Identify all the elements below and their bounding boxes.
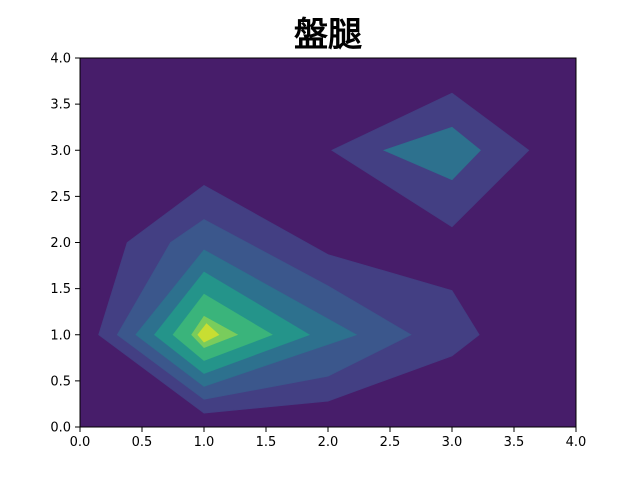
y-tick-label: 1.0 [50,328,71,343]
x-tick-label: 1.5 [256,435,277,450]
contour-level-4 [382,126,481,181]
axes: 0.0 0.5 1.0 1.5 2.0 2.5 3.0 3.5 4.0 0.0 0.5 1.0 1.5 2… [50,52,586,451]
y-tick-label: 1.5 [50,282,71,297]
y-tick-label: 2.5 [50,190,71,205]
y-tick-label: 0.0 [50,421,71,436]
x-tick-label: 0.5 [132,435,153,450]
y-tick-label: 4.0 [50,52,71,67]
x-tick-label: 1.0 [194,435,215,450]
x-tick-label: 2.0 [318,435,339,450]
plot-area [80,58,576,427]
y-tick-label: 3.5 [50,98,71,113]
y-tick-label: 0.5 [50,374,71,389]
x-tick-label: 0.0 [70,435,91,450]
x-tick-label: 4.0 [566,435,587,450]
y-tick-label: 3.0 [50,144,71,159]
y-tick-label: 2.0 [50,236,71,251]
contour-level-8 [197,323,220,343]
chart-title: 盤腿 [294,15,362,55]
x-tick-label: 3.0 [442,435,463,450]
x-tick-label: 2.5 [380,435,401,450]
x-tick-label: 3.5 [504,435,525,450]
